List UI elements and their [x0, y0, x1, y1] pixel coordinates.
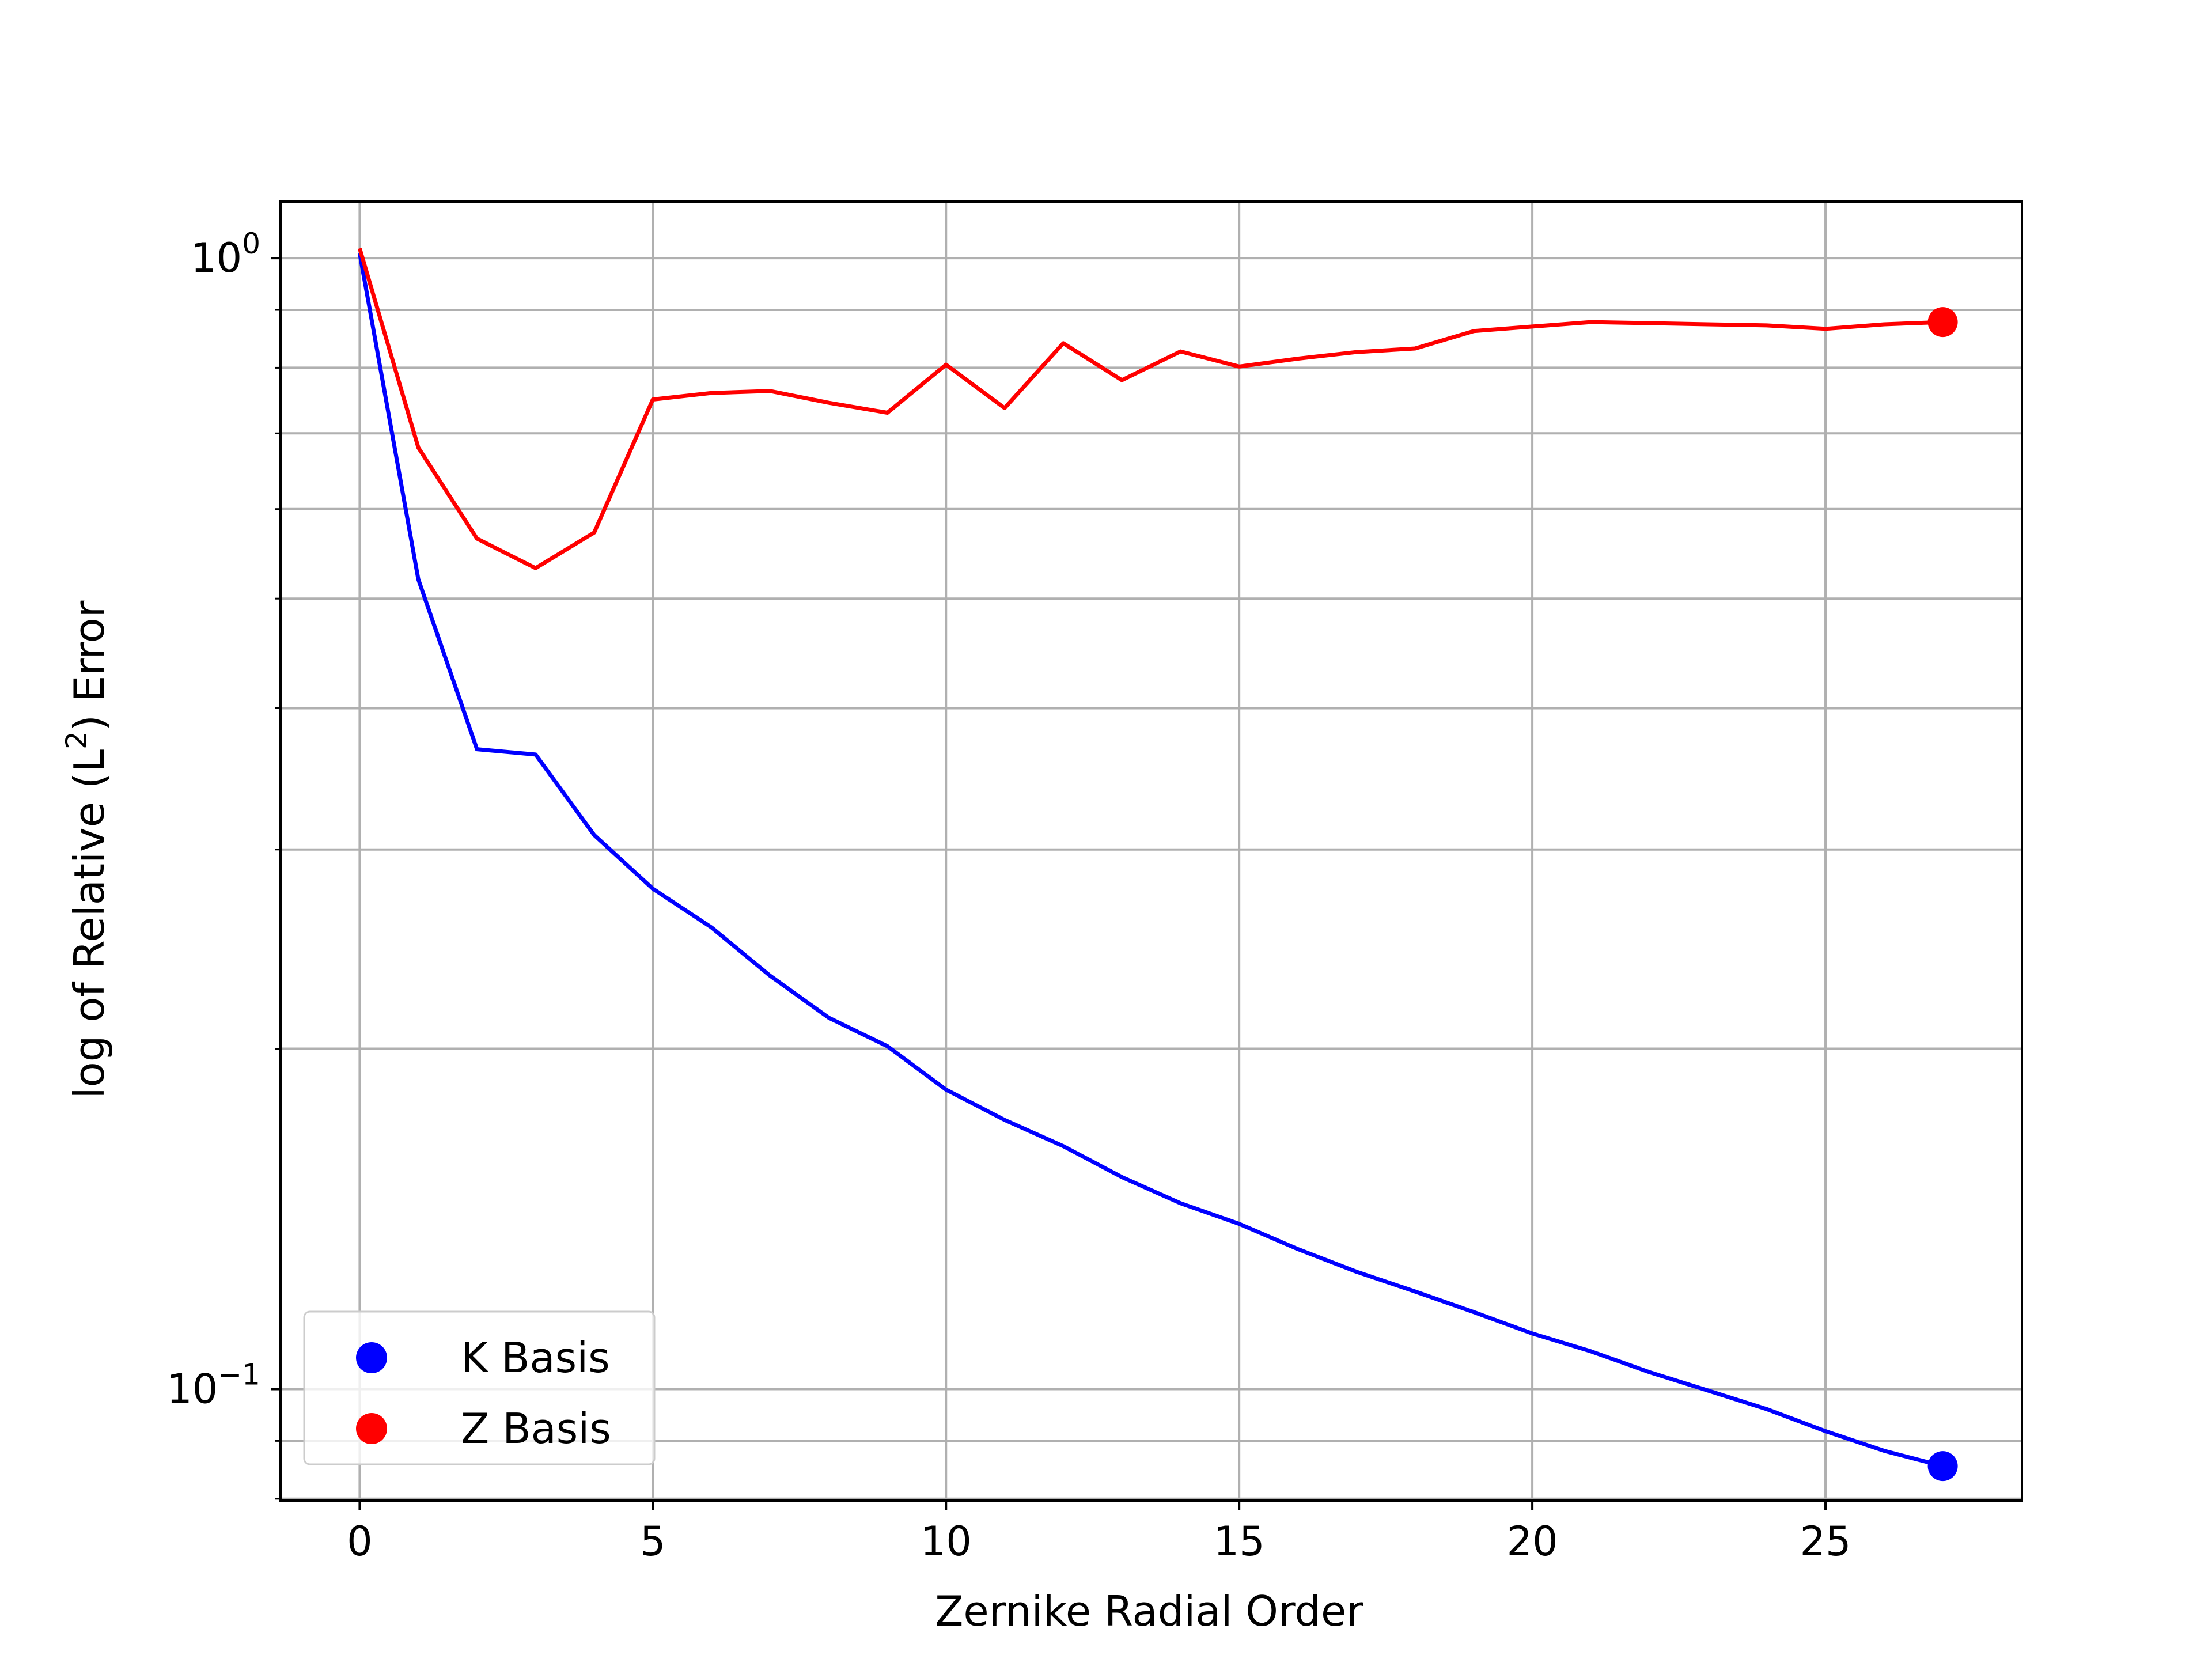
series-lines	[357, 248, 1958, 1482]
y-axis-label: log of Relative (L2) Error	[60, 600, 113, 1099]
y-tick-label: 100	[191, 227, 260, 282]
x-tick-label: 10	[921, 1518, 972, 1565]
x-tick-label: 5	[640, 1518, 666, 1565]
legend: K Basis Z Basis	[303, 1310, 656, 1465]
x-tick-label: 15	[1214, 1518, 1265, 1565]
legend-box	[303, 1310, 656, 1465]
series-end-marker-k-basis	[1927, 1451, 1958, 1482]
plot-frame	[279, 200, 2023, 1502]
x-tick-label: 20	[1507, 1518, 1558, 1565]
x-axis-label: Zernike Radial Order	[935, 1587, 1363, 1635]
y-axis-label-prefix: log of Relative (L	[65, 749, 113, 1099]
legend-label-z-basis: Z Basis	[461, 1404, 611, 1453]
legend-marker-z-basis	[356, 1413, 387, 1444]
legend-label-k-basis: K Basis	[461, 1334, 610, 1382]
ticks: 0 5 10 15 20 25 100 10−1	[166, 227, 1851, 1565]
x-tick-label: 25	[1800, 1518, 1851, 1565]
series-line-k-basis	[357, 253, 1944, 1468]
y-axis-label-superscript: 2	[60, 731, 93, 749]
y-tick-label: 10−1	[166, 1358, 260, 1413]
y-axis-label-suffix: ) Error	[65, 600, 113, 731]
series-end-marker-z-basis	[1927, 307, 1958, 338]
legend-marker-k-basis	[356, 1342, 387, 1373]
series-line-z-basis	[358, 248, 1943, 570]
x-tick-label: 0	[347, 1518, 373, 1565]
